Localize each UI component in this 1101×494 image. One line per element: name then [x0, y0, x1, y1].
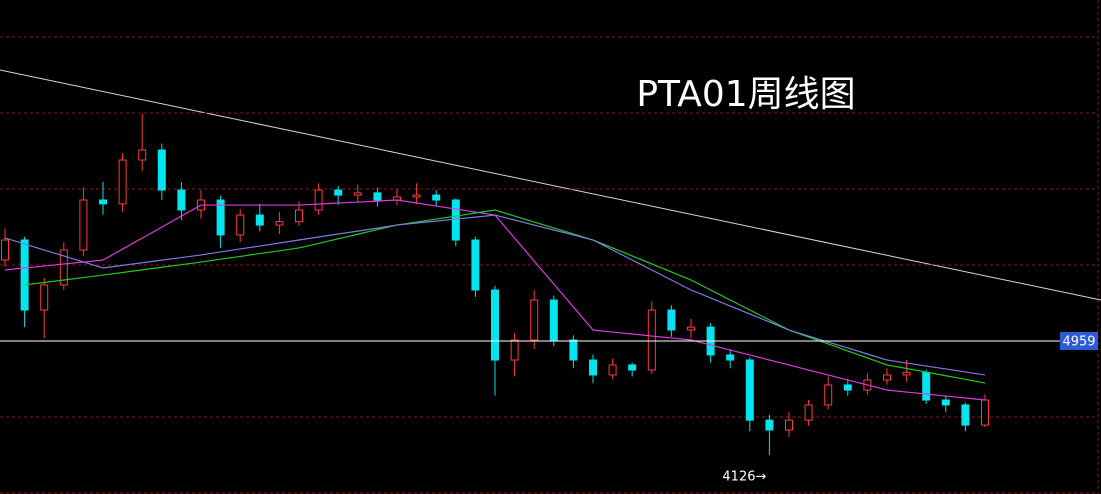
chart-title: PTA01周线图	[636, 74, 855, 115]
candle-body	[667, 309, 676, 331]
candle-body	[1, 239, 9, 261]
candle-body	[314, 189, 323, 211]
candle-body	[216, 199, 225, 236]
candle-body	[40, 284, 49, 311]
candle-body	[785, 419, 793, 431]
candle-body	[628, 364, 637, 371]
candle-body	[138, 149, 147, 161]
candle-body	[549, 299, 558, 341]
candle-body	[510, 339, 519, 361]
candle-body	[961, 404, 970, 426]
candle-body	[765, 419, 774, 431]
candle-body	[99, 199, 107, 205]
candle-body	[59, 249, 68, 286]
ma-line	[4, 214, 986, 376]
candle-body	[236, 214, 245, 236]
candle-body	[334, 189, 343, 196]
candle-body	[373, 192, 382, 201]
candle-body	[589, 359, 597, 376]
candle-body	[726, 354, 735, 361]
ma-line	[24, 209, 986, 384]
candle-body	[20, 239, 29, 311]
candle-body	[883, 374, 891, 381]
candle-body	[177, 189, 186, 211]
low-annotation: 4126→	[722, 470, 766, 485]
candle-body	[353, 192, 362, 196]
candle-body	[824, 384, 833, 406]
candle-body	[922, 371, 931, 401]
candle-body	[432, 194, 441, 201]
candle-body	[902, 371, 911, 376]
price-label-box	[1060, 331, 1098, 350]
candle-body	[843, 384, 852, 391]
candle-body	[981, 399, 989, 426]
candle-body	[471, 239, 480, 291]
candle-body	[804, 404, 813, 421]
candle-body	[608, 364, 617, 376]
candle-body	[275, 221, 284, 226]
candle-body	[157, 149, 166, 191]
price-label: 4959	[1062, 334, 1095, 349]
candle-body	[941, 399, 950, 406]
candle-body	[745, 359, 754, 421]
trend-line	[0, 69, 1101, 301]
candle-body	[687, 326, 695, 331]
candle-body	[295, 209, 303, 223]
candle-body	[491, 289, 499, 361]
candle-body	[255, 214, 264, 226]
candle-body	[79, 199, 88, 251]
candle-body	[412, 194, 421, 198]
candle-body	[647, 309, 656, 371]
candle-body	[569, 339, 578, 361]
candle-body	[118, 159, 127, 205]
candle-body	[451, 199, 460, 241]
candle-body	[530, 299, 539, 341]
